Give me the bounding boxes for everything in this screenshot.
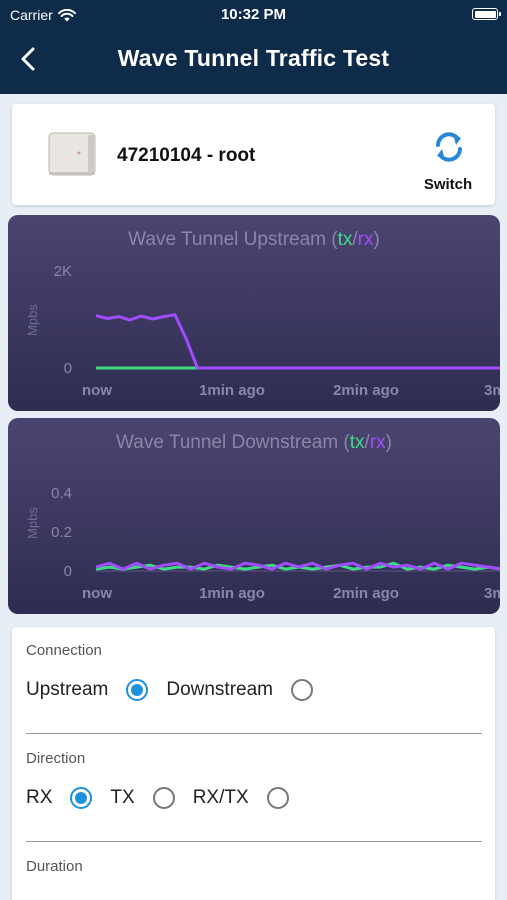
chart-title-text: Wave Tunnel Upstream ( xyxy=(128,229,338,250)
y-axis-label: Mpbs xyxy=(25,304,40,336)
series-line-rx xyxy=(95,313,500,370)
chart-title-slash: / xyxy=(352,229,358,250)
direction-rxtx-option[interactable]: RX/TX xyxy=(193,787,289,809)
switch-label: Switch xyxy=(423,176,473,193)
chart-title: Wave Tunnel Downstream (tx/rx) xyxy=(8,432,500,454)
direction-label: Direction xyxy=(26,750,86,767)
chart-plot: Mpbs 2K 0 now 1min ago 2min ago 3min xyxy=(25,263,500,399)
connection-options: Upstream Downstream xyxy=(26,679,331,701)
connection-label: Connection xyxy=(26,642,102,659)
status-time: 10:32 PM xyxy=(220,6,287,23)
option-label: TX xyxy=(110,787,135,808)
radio-selected[interactable] xyxy=(70,787,93,809)
radio-unselected[interactable] xyxy=(291,679,314,701)
duration-label: Duration xyxy=(26,858,83,875)
direction-rx-option[interactable]: RX xyxy=(26,787,93,809)
x-tick-label: now xyxy=(82,382,112,399)
connection-upstream-option[interactable]: Upstream xyxy=(26,679,149,701)
x-tick-label: now xyxy=(82,585,112,602)
chart-title-slash: / xyxy=(364,432,370,453)
divider xyxy=(26,841,482,842)
battery-icon xyxy=(472,8,501,20)
test-options-card: Connection Upstream Downstream Direction… xyxy=(12,627,495,900)
option-label: RX/TX xyxy=(192,787,249,808)
y-tick-label: 0.2 xyxy=(51,524,72,541)
divider xyxy=(26,733,482,734)
y-tick-label: 0 xyxy=(64,360,72,377)
page-title: Wave Tunnel Traffic Test xyxy=(117,45,390,71)
chart-title-close: ) xyxy=(385,432,392,453)
chart-title-rx: rx xyxy=(357,229,374,250)
wifi-icon xyxy=(57,8,76,21)
x-tick-label: 1min ago xyxy=(199,585,265,602)
device-card: 47210104 - root Switch xyxy=(12,104,495,205)
option-label: Upstream xyxy=(26,679,109,700)
direction-options: RX TX RX/TX xyxy=(26,787,307,809)
carrier-indicator: Carrier xyxy=(10,7,76,23)
option-label: Downstream xyxy=(166,679,274,700)
radio-unselected[interactable] xyxy=(266,787,289,809)
chart-title-text: Wave Tunnel Downstream ( xyxy=(116,432,350,453)
series-line-rx xyxy=(95,561,500,571)
carrier-label: Carrier xyxy=(10,7,53,23)
chevron-left-icon xyxy=(21,47,35,71)
radio-selected[interactable] xyxy=(126,679,149,701)
app-header: Carrier 10:32 PM Wave Tunnel Traffic Tes… xyxy=(0,0,507,94)
switch-button[interactable]: Switch xyxy=(408,122,488,196)
chart-title-tx: tx xyxy=(349,432,365,453)
connection-downstream-option[interactable]: Downstream xyxy=(166,679,314,701)
x-tick-label: 3min xyxy=(484,585,500,602)
x-tick-label: 2min ago xyxy=(333,382,399,399)
upstream-chart: Wave Tunnel Upstream (tx/rx) Mpbs 2K 0 now 1… xyxy=(8,215,500,411)
radio-unselected[interactable] xyxy=(152,787,175,809)
direction-tx-option[interactable]: TX xyxy=(110,787,175,809)
device-name: 47210104 - root xyxy=(117,145,256,166)
device-image xyxy=(48,132,96,176)
y-tick-label: 0 xyxy=(64,563,72,580)
chart-title-tx: tx xyxy=(337,229,353,250)
chart-title: Wave Tunnel Upstream (tx/rx) xyxy=(8,229,500,251)
y-tick-label: 0.4 xyxy=(51,485,72,502)
x-tick-label: 3min xyxy=(484,382,500,399)
chart-title-close: ) xyxy=(373,229,380,250)
downstream-chart: Wave Tunnel Downstream (tx/rx) Mpbs 0.4 0.… xyxy=(8,418,500,614)
chart-plot: Mpbs 0.4 0.2 0 now 1min ago 2min ago 3min xyxy=(25,485,500,602)
status-bar: Carrier 10:32 PM xyxy=(0,0,507,30)
option-label: RX xyxy=(26,787,53,808)
x-tick-label: 1min ago xyxy=(199,382,265,399)
y-tick-label: 2K xyxy=(54,263,72,280)
x-tick-label: 2min ago xyxy=(333,585,399,602)
back-button[interactable] xyxy=(14,44,44,74)
chart-title-rx: rx xyxy=(369,432,386,453)
y-axis-label: Mpbs xyxy=(25,507,40,539)
refresh-icon xyxy=(436,132,462,162)
